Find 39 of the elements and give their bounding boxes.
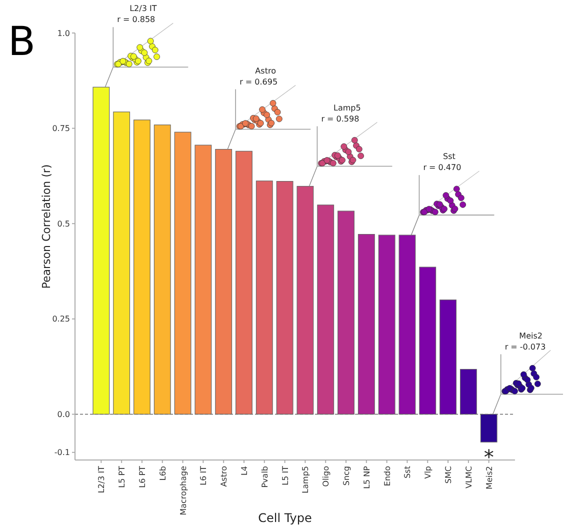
x-tick-label: Sst [403,466,412,478]
text: L2/3 IT [130,4,157,14]
text: B [8,19,36,65]
x-tick-label: Sncg [342,466,352,486]
x-tick-label: Astro [220,466,229,487]
x-tick-label: SMC [444,466,454,484]
annotation: r = -0.073 [504,342,546,352]
annotation: Sst [443,152,456,162]
y-axis-title: Pearson Correlation (r) [40,164,53,289]
x-tick-label: Macrophage [178,466,188,516]
annotation: r = 0.470 [423,163,462,172]
x-tick-label: L5 IT [280,466,290,486]
x-tick-label: Vlp [424,466,433,479]
annotation: r = 0.598 [321,114,360,124]
text: Meis2 [519,331,542,340]
x-tick-label: VLMC [464,466,474,488]
x-tick-label: L4 [240,466,249,476]
y-tick-label: 0.75 [52,124,70,134]
x-tick-label: L2/3 IT [97,466,106,494]
x-tick-label: L6 PT [138,466,147,488]
x-tick-label: L5 PT [118,466,127,488]
x-axis-title: Cell Type [258,511,312,525]
x-tick-label: L5 NP [362,466,372,489]
annotation: r = 0.695 [240,77,278,86]
x-tick-label: Lamp5 [301,466,310,494]
x-tick-label: Endo [382,466,392,486]
x-tick-label: Meis2 [484,466,494,490]
x-tick-label: Pvalb [260,466,270,488]
y-tick-label: 0.5 [57,219,70,228]
annotation: Lamp5 [334,103,361,112]
x-tick-label: L6b [158,466,168,481]
y-tick-label: 0.25 [52,314,70,324]
annotation: Astro [255,66,276,76]
text: r = 0.858 [117,15,156,24]
y-tick-label: -0.1 [54,448,70,458]
y-tick-label: 0.0 [57,410,70,420]
y-tick-label: 1.0 [57,28,70,38]
x-tick-label: Oligo [322,466,331,487]
x-tick-label: L6 IT [199,466,208,486]
